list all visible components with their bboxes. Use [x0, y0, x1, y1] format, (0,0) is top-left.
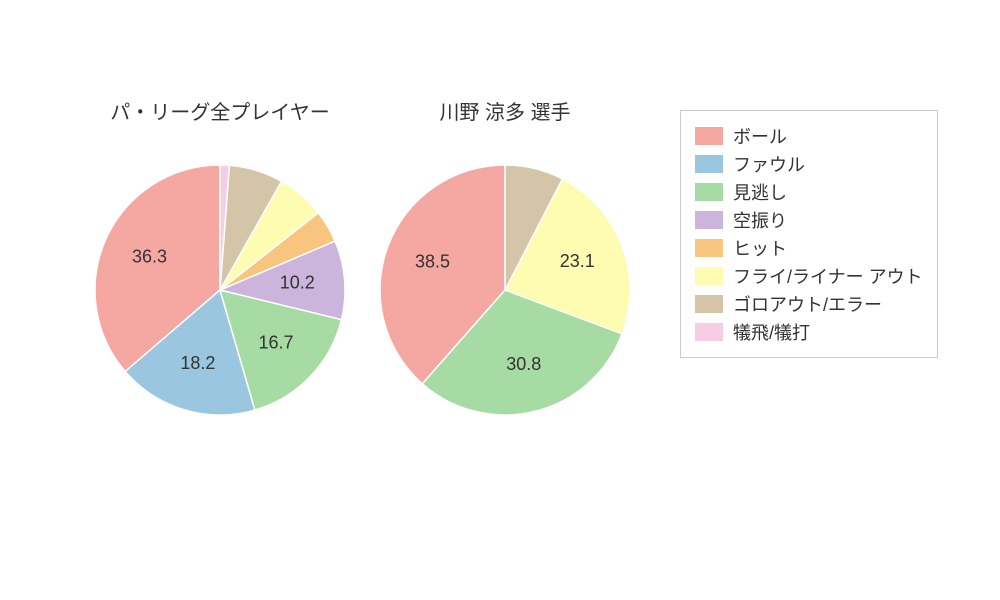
- legend-label: ボール: [733, 123, 787, 149]
- legend-label: 犠飛/犠打: [733, 319, 810, 345]
- pie-chart-league: 36.3 18.2 16.7 10.2: [93, 163, 347, 417]
- slice-value-label: 10.2: [280, 272, 315, 292]
- legend-label: ファウル: [733, 151, 805, 177]
- chart-title-league: パ・リーグ全プレイヤー: [100, 96, 340, 125]
- legend-item: ヒット: [695, 235, 923, 261]
- legend-swatch: [695, 211, 723, 229]
- slice-value-label: 18.2: [180, 353, 215, 373]
- legend-swatch: [695, 183, 723, 201]
- slice-value-label: 36.3: [132, 246, 167, 266]
- legend-item: ファウル: [695, 151, 923, 177]
- legend-swatch: [695, 127, 723, 145]
- legend-item: ゴロアウト/エラー: [695, 291, 923, 317]
- legend-swatch: [695, 155, 723, 173]
- legend-item: 犠飛/犠打: [695, 319, 923, 345]
- slice-value-label: 16.7: [258, 332, 293, 352]
- legend-label: ゴロアウト/エラー: [733, 291, 882, 317]
- legend-swatch: [695, 267, 723, 285]
- legend-item: ボール: [695, 123, 923, 149]
- legend-label: ヒット: [733, 235, 787, 261]
- pie-chart-player: 38.5 30.8 23.1: [378, 163, 632, 417]
- legend-item: フライ/ライナー アウト: [695, 263, 923, 289]
- legend-swatch: [695, 239, 723, 257]
- legend-swatch: [695, 323, 723, 341]
- chart-title-player: 川野 涼多 選手: [385, 96, 625, 125]
- legend-swatch: [695, 295, 723, 313]
- legend-label: 見逃し: [733, 179, 787, 205]
- slice-value-label: 38.5: [415, 251, 450, 271]
- slice-value-label: 23.1: [560, 251, 595, 271]
- legend-item: 空振り: [695, 207, 923, 233]
- chart-stage: パ・リーグ全プレイヤー 川野 涼多 選手 36.3 18.2 16.7 10.2 38…: [0, 0, 1000, 600]
- slice-value-label: 30.8: [506, 354, 541, 374]
- legend-label: フライ/ライナー アウト: [733, 263, 923, 289]
- legend-item: 見逃し: [695, 179, 923, 205]
- legend: ボールファウル見逃し空振りヒットフライ/ライナー アウトゴロアウト/エラー犠飛/…: [680, 110, 938, 358]
- legend-label: 空振り: [733, 207, 787, 233]
